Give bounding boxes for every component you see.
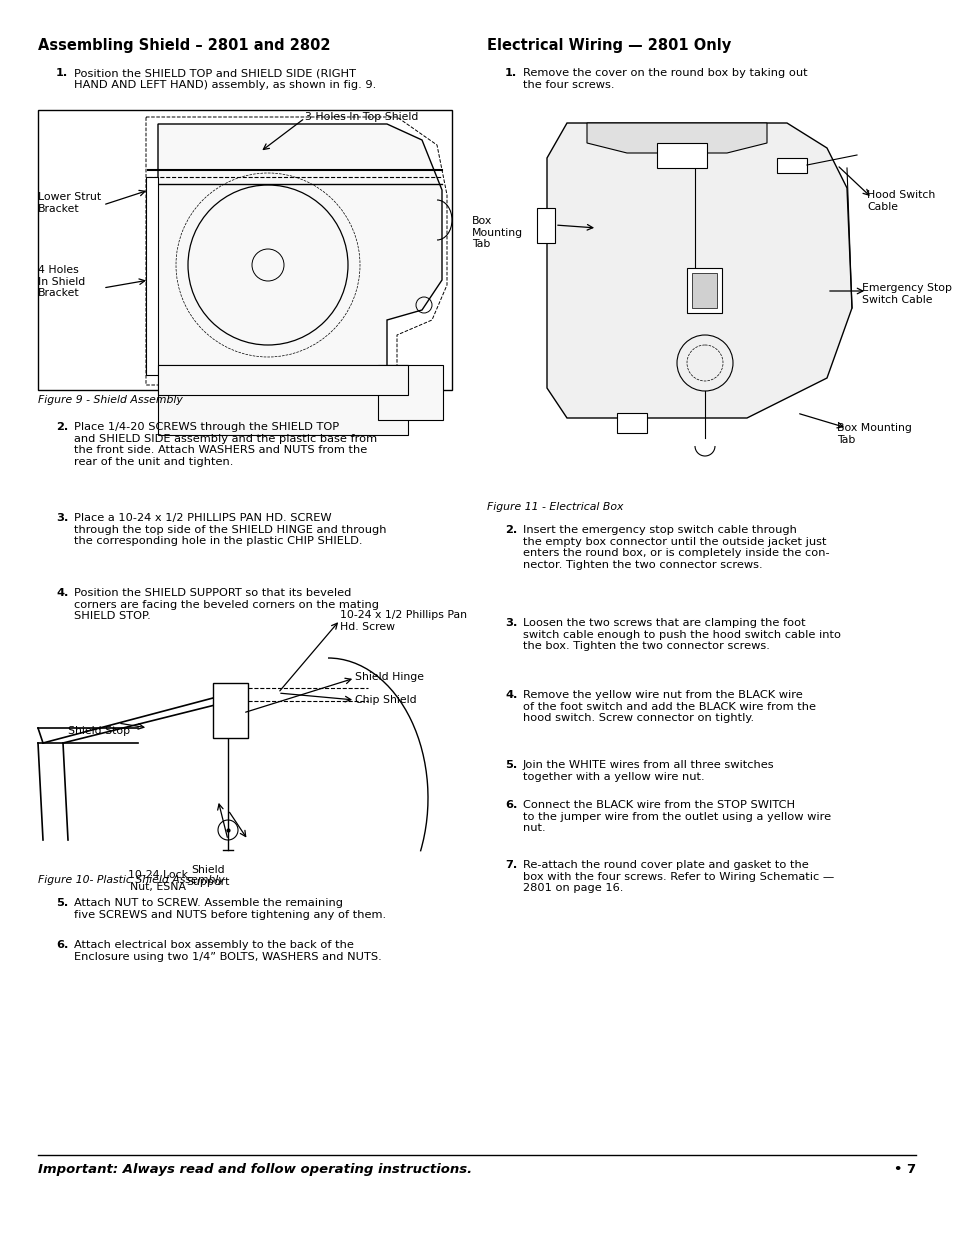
Text: Loosen the two screws that are clamping the foot
switch cable enough to push the: Loosen the two screws that are clamping … — [522, 618, 841, 651]
Bar — [657, 143, 706, 168]
Text: Attach NUT to SCREW. Assemble the remaining
five SCREWS and NUTS before tighteni: Attach NUT to SCREW. Assemble the remain… — [74, 898, 386, 920]
Text: Remove the cover on the round box by taking out
the four screws.: Remove the cover on the round box by tak… — [522, 68, 807, 90]
Text: 10-24 x 1/2 Phillips Pan
Hd. Screw: 10-24 x 1/2 Phillips Pan Hd. Screw — [339, 610, 467, 631]
Text: Join the WHITE wires from all three switches
together with a yellow wire nut.: Join the WHITE wires from all three swit… — [522, 760, 774, 782]
Text: Emergency Stop
Switch Cable: Emergency Stop Switch Cable — [862, 283, 951, 305]
Text: Insert the emergency stop switch cable through
the empty box connector until the: Insert the emergency stop switch cable t… — [522, 525, 829, 569]
Text: 1.: 1. — [56, 68, 69, 78]
Text: • 7: • 7 — [893, 1163, 915, 1176]
Text: Shield Stop: Shield Stop — [68, 726, 130, 736]
Text: Remove the yellow wire nut from the BLACK wire
of the foot switch and add the BL: Remove the yellow wire nut from the BLAC… — [522, 690, 815, 724]
Polygon shape — [546, 124, 851, 417]
Bar — [776, 158, 806, 173]
Bar — [686, 268, 721, 312]
Text: 3.: 3. — [504, 618, 517, 629]
Text: Box
Mounting
Tab: Box Mounting Tab — [472, 216, 522, 249]
Text: Shield
Support: Shield Support — [186, 864, 230, 887]
Text: 5.: 5. — [56, 898, 69, 908]
Text: 3.: 3. — [56, 513, 69, 522]
Bar — [158, 366, 408, 435]
Text: 2.: 2. — [56, 422, 69, 432]
Bar — [213, 683, 248, 739]
Text: Re-attach the round cover plate and gasket to the
box with the four screws. Refe: Re-attach the round cover plate and gask… — [522, 860, 833, 893]
Bar — [537, 207, 555, 243]
Text: 1.: 1. — [504, 68, 517, 78]
Text: Assembling Shield – 2801 and 2802: Assembling Shield – 2801 and 2802 — [38, 38, 330, 53]
Text: Place a 10-24 x 1/2 PHILLIPS PAN HD. SCREW
through the top side of the SHIELD HI: Place a 10-24 x 1/2 PHILLIPS PAN HD. SCR… — [74, 513, 386, 546]
Text: 6.: 6. — [504, 800, 517, 810]
Text: 4 Holes
In Shield
Bracket: 4 Holes In Shield Bracket — [38, 266, 85, 298]
Text: 10-24 Lock
Nut, ESNA: 10-24 Lock Nut, ESNA — [128, 869, 188, 892]
Text: Chip Shield: Chip Shield — [355, 695, 416, 705]
Bar — [38, 110, 452, 390]
Text: 5.: 5. — [504, 760, 517, 769]
Text: Attach electrical box assembly to the back of the
Enclosure using two 1/4” BOLTS: Attach electrical box assembly to the ba… — [74, 940, 381, 962]
Bar — [158, 366, 408, 395]
Text: Lower Strut
Bracket: Lower Strut Bracket — [38, 191, 101, 214]
Text: 6.: 6. — [56, 940, 69, 950]
Text: Figure 11 - Electrical Box: Figure 11 - Electrical Box — [486, 501, 622, 513]
Bar — [617, 412, 646, 433]
Text: 7.: 7. — [504, 860, 517, 869]
Text: Important: Always read and follow operating instructions.: Important: Always read and follow operat… — [38, 1163, 472, 1176]
Text: Position the SHIELD TOP and SHIELD SIDE (RIGHT
HAND AND LEFT HAND) assembly, as : Position the SHIELD TOP and SHIELD SIDE … — [74, 68, 375, 90]
Text: 4.: 4. — [504, 690, 517, 700]
Bar — [377, 366, 442, 420]
Polygon shape — [158, 124, 441, 370]
Text: 4.: 4. — [56, 588, 69, 598]
Text: Figure 10- Plastic Shield Assembly: Figure 10- Plastic Shield Assembly — [38, 876, 224, 885]
Bar — [691, 273, 717, 308]
Text: Hood Switch
Cable: Hood Switch Cable — [866, 190, 934, 211]
Polygon shape — [586, 124, 766, 153]
Text: Shield Hinge: Shield Hinge — [355, 672, 423, 682]
Text: 2.: 2. — [504, 525, 517, 535]
Text: 3 Holes In Top Shield: 3 Holes In Top Shield — [305, 112, 418, 122]
Text: Position the SHIELD SUPPORT so that its beveled
corners are facing the beveled c: Position the SHIELD SUPPORT so that its … — [74, 588, 378, 621]
Bar — [146, 177, 158, 375]
Text: Connect the BLACK wire from the STOP SWITCH
to the jumper wire from the outlet u: Connect the BLACK wire from the STOP SWI… — [522, 800, 830, 834]
Text: Figure 9 - Shield Assembly: Figure 9 - Shield Assembly — [38, 395, 183, 405]
Text: Place 1/4-20 SCREWS through the SHIELD TOP
and SHIELD SIDE assembly and the plas: Place 1/4-20 SCREWS through the SHIELD T… — [74, 422, 376, 467]
Text: Box Mounting
Tab: Box Mounting Tab — [836, 424, 911, 445]
Text: Electrical Wiring — 2801 Only: Electrical Wiring — 2801 Only — [486, 38, 731, 53]
